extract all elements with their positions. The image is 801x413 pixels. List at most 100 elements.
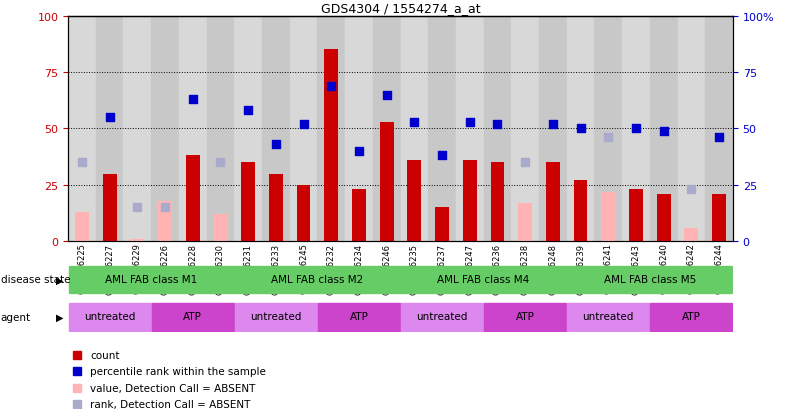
Text: ATP: ATP [682,311,701,321]
Point [658,128,670,135]
Text: disease state: disease state [1,275,70,285]
Bar [463,161,477,242]
Text: AML FAB class M2: AML FAB class M2 [272,274,364,284]
Bar [262,17,290,242]
Bar [678,17,705,242]
Point [187,97,199,103]
Point [242,108,255,114]
Bar [241,163,255,242]
Bar [456,17,484,242]
Bar [372,17,400,242]
Text: AML FAB class M4: AML FAB class M4 [437,274,529,284]
Bar [400,17,429,242]
Bar [490,163,505,242]
Bar [401,266,566,294]
Point [491,121,504,128]
Title: GDS4304 / 1554274_a_at: GDS4304 / 1554274_a_at [320,2,481,15]
Point [103,114,116,121]
Bar [602,192,615,242]
Bar [484,17,511,242]
Bar [96,17,123,242]
Bar [69,303,151,331]
Point [214,159,227,166]
Point [159,204,171,211]
Bar [269,174,283,242]
Bar [151,303,234,331]
Bar [712,195,726,242]
Bar [401,303,483,331]
Point [131,204,143,211]
Point [546,121,559,128]
Bar [539,17,567,242]
Bar [484,303,566,331]
Point [630,126,642,132]
Text: ▶: ▶ [55,275,63,285]
Bar [235,303,317,331]
Text: rank, Detection Call = ABSENT: rank, Detection Call = ABSENT [91,399,251,409]
Point [297,121,310,128]
Text: untreated: untreated [250,311,301,321]
Bar [296,185,311,242]
Text: agent: agent [1,312,31,322]
Text: AML FAB class M1: AML FAB class M1 [105,274,197,284]
Bar [214,215,227,242]
Bar [318,303,400,331]
Bar [352,190,366,242]
Text: percentile rank within the sample: percentile rank within the sample [91,366,266,376]
Point [685,187,698,193]
Bar [207,17,235,242]
Bar [435,208,449,242]
Bar [73,367,81,375]
Text: untreated: untreated [417,311,468,321]
Bar [511,17,539,242]
Bar [657,195,670,242]
Bar [567,17,594,242]
Bar [151,17,179,242]
Bar [684,228,698,242]
Point [602,135,614,141]
Bar [235,17,262,242]
Bar [574,181,587,242]
Text: ▶: ▶ [55,312,63,322]
Bar [179,17,207,242]
Text: AML FAB class M5: AML FAB class M5 [604,274,696,284]
Bar [408,161,421,242]
Point [75,159,88,166]
Bar [123,17,151,242]
Text: ATP: ATP [183,311,202,321]
Text: untreated: untreated [84,311,135,321]
Bar [68,17,96,242]
Point [380,92,393,99]
Bar [567,266,732,294]
Point [436,153,449,159]
Point [713,135,726,141]
Bar [345,17,372,242]
Point [519,159,532,166]
Bar [429,17,456,242]
Bar [235,266,400,294]
Bar [518,203,532,242]
Text: value, Detection Call = ABSENT: value, Detection Call = ABSENT [91,383,256,393]
Text: count: count [91,350,120,360]
Text: untreated: untreated [582,311,634,321]
Bar [622,17,650,242]
Bar [317,17,345,242]
Point [269,142,282,148]
Bar [73,351,81,358]
Bar [546,163,560,242]
Point [325,83,338,90]
Bar [103,174,117,242]
Bar [290,17,317,242]
Bar [650,303,732,331]
Bar [186,156,199,242]
Point [463,119,476,126]
Text: ATP: ATP [349,311,368,321]
Bar [158,201,172,242]
Bar [629,190,643,242]
Point [574,126,587,132]
Bar [567,303,650,331]
Bar [594,17,622,242]
Bar [650,17,678,242]
Point [352,148,365,155]
Bar [75,212,89,242]
